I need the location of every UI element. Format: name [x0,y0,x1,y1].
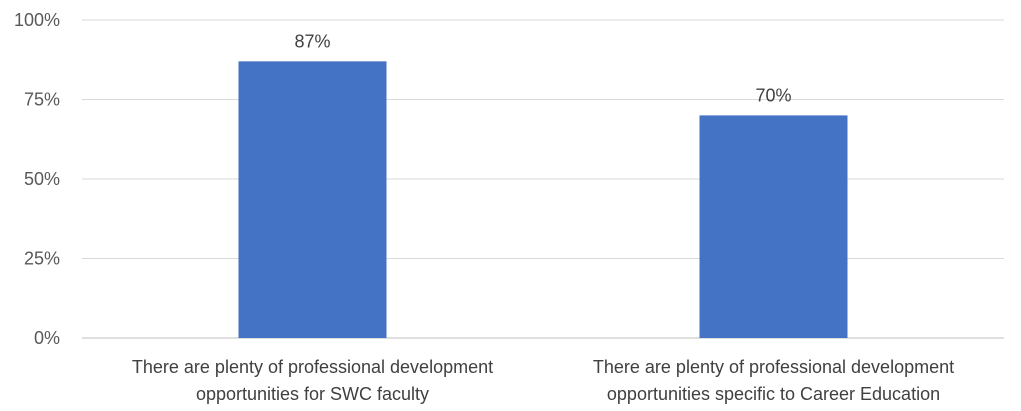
y-tick-label: 50% [24,169,60,189]
y-axis-tick-labels: 0% 25% 50% 75% 100% [14,10,60,348]
data-labels: 87% 70% [294,31,791,105]
category-label: There are plenty of professional develop… [593,357,954,404]
bar [238,61,387,339]
category-label: There are plenty of professional develop… [132,357,493,404]
y-tick-label: 0% [34,328,60,348]
data-label: 87% [294,31,330,51]
category-labels: There are plenty of professional develop… [132,357,954,404]
bars [238,61,848,339]
y-tick-label: 75% [24,90,60,110]
bar [699,115,848,339]
y-tick-label: 25% [24,249,60,269]
data-label: 70% [755,85,791,105]
y-tick-label: 100% [14,10,60,30]
gridlines [82,19,1004,339]
